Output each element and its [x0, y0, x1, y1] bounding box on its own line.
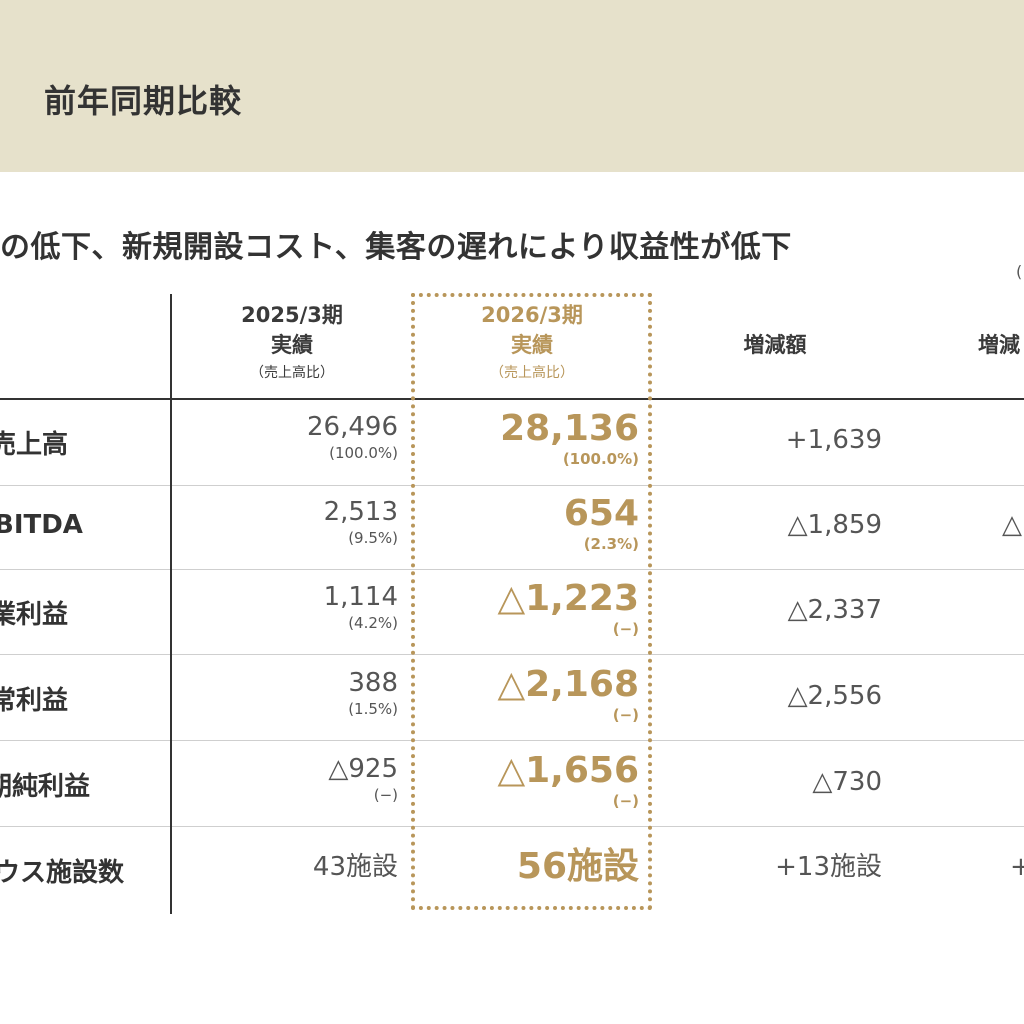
curr-note: （売上高比）	[490, 365, 574, 381]
diff-value: △2,556	[787, 681, 882, 711]
cut-off-note: (	[1016, 262, 1023, 281]
prev-ratio: (1.5%)	[348, 700, 398, 718]
prev-value: 43施設	[312, 852, 398, 882]
diff-value-cell: △1,859	[788, 510, 882, 540]
rate-value-cell: △	[1002, 510, 1022, 540]
row-divider	[0, 485, 1024, 486]
prev-ratio: (9.5%)	[348, 529, 398, 547]
row-divider	[0, 569, 1024, 570]
curr-value-cell: 56施設	[517, 848, 639, 886]
header-divider	[0, 398, 1024, 400]
current-period-highlight	[411, 293, 652, 910]
curr-value: 56施設	[516, 846, 639, 887]
rate-value: △	[1002, 510, 1022, 540]
prev-label: 実績	[271, 333, 313, 357]
diff-value-cell: △2,556	[788, 681, 882, 711]
curr-value: △1,656	[497, 750, 639, 791]
prev-value-cell: 43施設	[313, 852, 398, 882]
row-divider	[0, 826, 1024, 827]
diff-value: △730	[812, 767, 882, 797]
prev-note: （売上高比）	[250, 365, 334, 381]
diff-value-cell: +13施設	[775, 852, 882, 882]
curr-ratio: (−)	[612, 620, 639, 638]
curr-value: △1,223	[497, 578, 639, 619]
curr-period: 2026/3期	[481, 303, 583, 327]
prev-value: 388	[348, 668, 398, 698]
prev-ratio: (4.2%)	[348, 614, 398, 632]
curr-value: △2,168	[497, 664, 639, 705]
row-label: 売上高	[0, 430, 69, 460]
curr-value: 654	[563, 493, 639, 534]
diff-value: +13施設	[775, 852, 882, 882]
row-label: BITDA	[0, 510, 83, 540]
diff-value-cell: △730	[812, 767, 882, 797]
prev-ratio: (−)	[373, 786, 398, 804]
row-label: 業利益	[0, 600, 69, 630]
curr-value: 28,136	[500, 408, 639, 449]
diff-value-cell: △2,337	[788, 595, 882, 625]
rate-value-cell: +	[1010, 852, 1024, 882]
header-band	[0, 0, 1024, 172]
curr-value-cell: △1,656 (−)	[497, 752, 639, 812]
prev-value-cell: 388 (1.5%)	[348, 668, 398, 720]
rate-value: +	[1010, 852, 1024, 882]
rate-label: 増減	[978, 333, 1020, 357]
prev-value: △925	[328, 754, 398, 784]
curr-label: 実績	[511, 333, 553, 357]
row-label: 常利益	[0, 686, 69, 716]
curr-value-cell: △1,223 (−)	[497, 580, 639, 640]
prev-value: 26,496	[307, 412, 398, 442]
curr-ratio: (−)	[612, 706, 639, 724]
curr-value-cell: △2,168 (−)	[497, 666, 639, 726]
summary-subtitle: の低下、新規開設コスト、集客の遅れにより収益性が低下	[0, 230, 792, 265]
prev-value-cell: 2,513 (9.5%)	[324, 497, 398, 549]
row-label: 期純利益	[0, 772, 91, 802]
curr-ratio: (100.0%)	[562, 450, 639, 468]
diff-label: 増減額	[743, 333, 807, 357]
diff-value: △1,859	[787, 510, 882, 540]
prev-value-cell: 1,114 (4.2%)	[324, 582, 398, 634]
curr-value-cell: 654 (2.3%)	[564, 495, 639, 555]
prev-value: 2,513	[323, 497, 398, 527]
row-divider	[0, 740, 1024, 741]
prev-value-cell: 26,496 (100.0%)	[307, 412, 398, 464]
column-header-prev: 2025/3期 実績 （売上高比）	[192, 300, 392, 386]
page-title: 前年同期比較	[44, 82, 243, 120]
row-label: ウス施設数	[0, 858, 125, 888]
column-header-diff: 増減額	[700, 330, 850, 360]
curr-ratio: (−)	[612, 792, 639, 810]
diff-value: +1,639	[785, 425, 882, 455]
curr-ratio: (2.3%)	[583, 535, 639, 553]
row-divider	[0, 654, 1024, 655]
column-header-rate: 増減	[978, 330, 1024, 360]
curr-value-cell: 28,136 (100.0%)	[500, 410, 639, 470]
diff-value-cell: +1,639	[786, 425, 882, 455]
column-header-curr: 2026/3期 実績 （売上高比）	[432, 300, 632, 386]
prev-value-cell: △925 (−)	[328, 754, 398, 806]
label-column-divider	[170, 294, 172, 914]
prev-period: 2025/3期	[241, 303, 343, 327]
prev-ratio: (100.0%)	[329, 444, 398, 462]
prev-value: 1,114	[323, 582, 398, 612]
diff-value: △2,337	[787, 595, 882, 625]
